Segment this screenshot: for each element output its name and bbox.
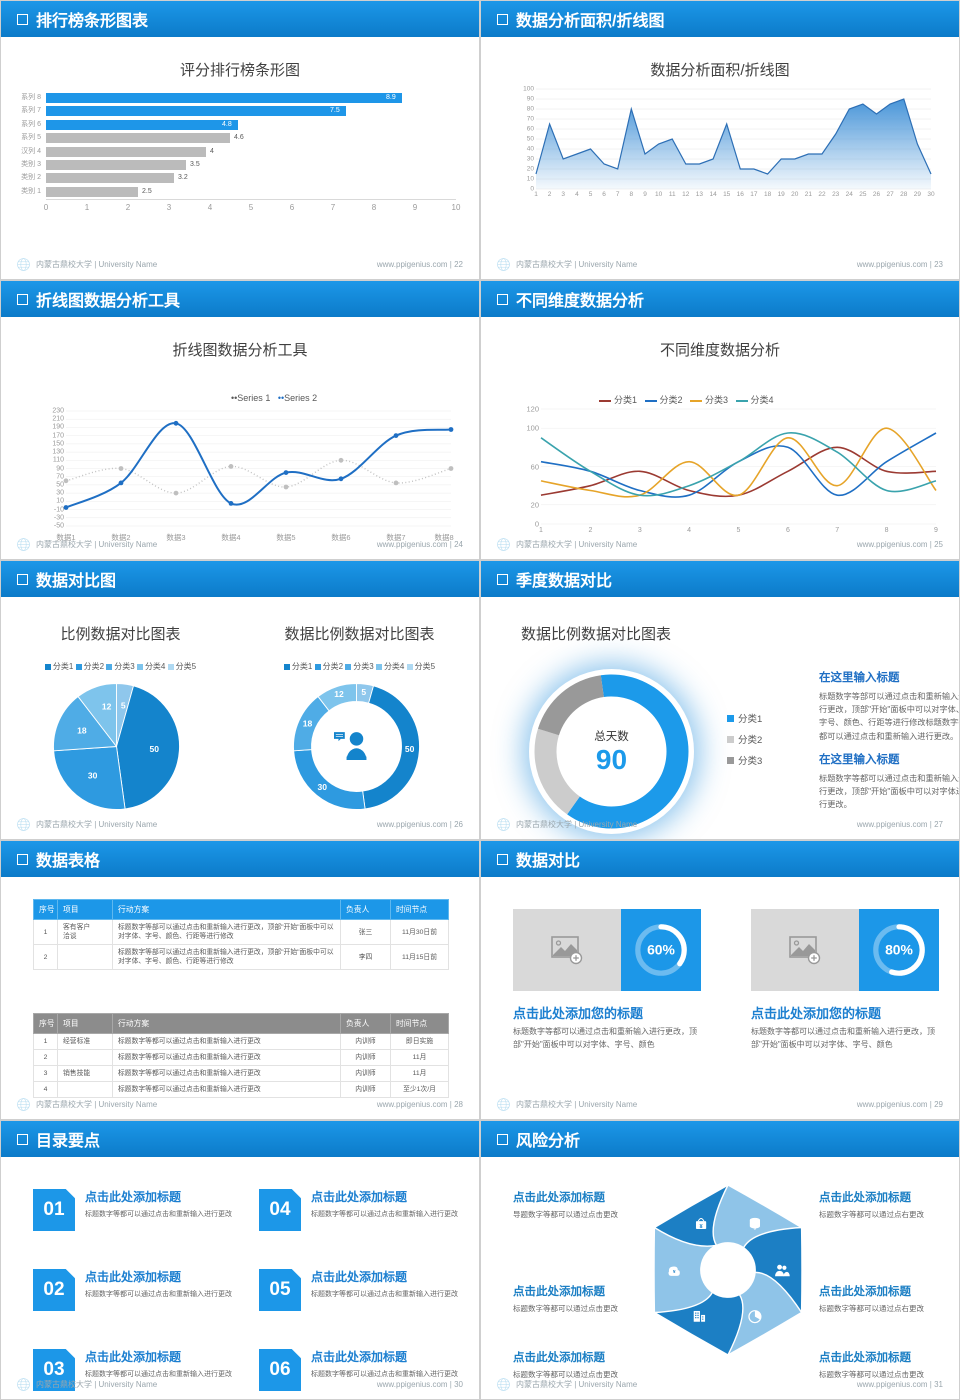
svg-text:¥: ¥: [673, 1269, 676, 1275]
svg-text:60%: 60%: [647, 942, 675, 958]
svg-text:80%: 80%: [885, 942, 913, 958]
svg-text:50: 50: [150, 744, 160, 754]
svg-text:18: 18: [77, 725, 87, 735]
svg-text:12: 12: [334, 689, 344, 699]
svg-text:30: 30: [318, 782, 328, 792]
svg-text:12: 12: [102, 702, 112, 712]
svg-text:5: 5: [121, 700, 126, 710]
svg-text:5: 5: [361, 687, 366, 697]
svg-text:30: 30: [88, 770, 98, 780]
svg-text:50: 50: [405, 744, 415, 754]
svg-text:18: 18: [303, 718, 313, 728]
